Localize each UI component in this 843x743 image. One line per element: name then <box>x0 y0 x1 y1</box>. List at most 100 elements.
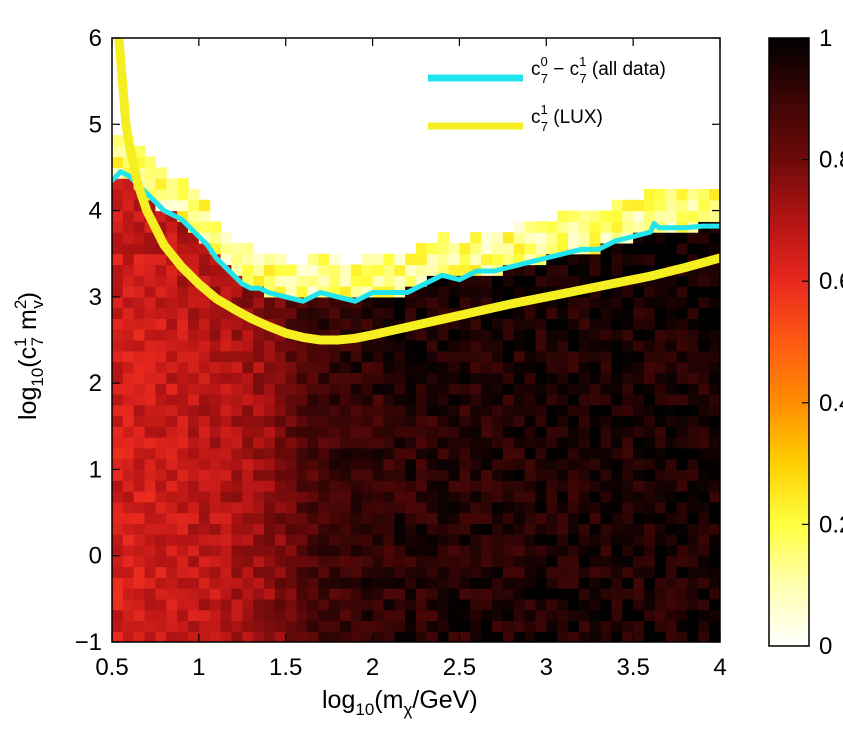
heatmap-cell <box>112 307 124 320</box>
heatmap-cell <box>264 631 276 642</box>
heatmap-cell <box>557 221 569 233</box>
heatmap-cell <box>557 383 569 395</box>
heatmap-cell <box>307 555 319 568</box>
heatmap-cell <box>166 631 178 642</box>
heatmap-cell <box>644 189 656 201</box>
heatmap-cell <box>492 447 504 460</box>
heatmap-cell <box>502 264 515 276</box>
heatmap-cell <box>155 329 167 341</box>
heatmap-cell <box>611 210 623 222</box>
heatmap-cell <box>220 307 233 320</box>
heatmap-cell <box>492 523 504 535</box>
heatmap-cell <box>188 426 200 438</box>
heatmap-cell <box>198 318 211 330</box>
heatmap-cell <box>600 469 613 481</box>
heatmap-cell <box>513 415 526 427</box>
heatmap-cell <box>155 555 167 568</box>
heatmap-cell <box>470 415 482 427</box>
heatmap-cell <box>318 566 330 578</box>
heatmap-cell <box>502 577 515 589</box>
heatmap-cell <box>242 469 254 481</box>
heatmap-cell <box>307 350 319 363</box>
heatmap-cell <box>122 577 135 589</box>
heatmap-cell <box>622 242 634 255</box>
heatmap-cell <box>361 609 374 622</box>
heatmap-cell <box>274 318 287 330</box>
heatmap-cell <box>676 307 689 320</box>
heatmap-cell <box>437 469 450 481</box>
heatmap-cell <box>394 361 406 373</box>
heatmap-cell <box>568 350 580 363</box>
heatmap-cell <box>535 501 547 514</box>
heatmap-cell <box>242 318 254 330</box>
heatmap-cell <box>459 361 471 373</box>
heatmap-cell <box>220 426 233 438</box>
heatmap-cell <box>589 296 602 309</box>
heatmap-cell <box>589 609 602 622</box>
heatmap-cell <box>405 491 417 503</box>
heatmap-cell <box>188 361 200 373</box>
heatmap-cell <box>644 598 656 611</box>
heatmap-cell <box>405 275 417 287</box>
heatmap-cell <box>329 393 341 406</box>
heatmap-cell <box>513 512 526 524</box>
heatmap-cell <box>340 372 352 384</box>
heatmap-cell <box>144 329 157 341</box>
y-tick-label: −1 <box>75 629 102 656</box>
heatmap-cell <box>253 393 265 406</box>
heatmap-cell <box>372 534 385 546</box>
heatmap-cell <box>264 577 276 589</box>
heatmap-cell <box>546 544 558 557</box>
heatmap-cell <box>231 469 243 481</box>
heatmap-cell <box>133 393 146 406</box>
heatmap-cell <box>253 447 265 460</box>
heatmap-cell <box>448 512 461 524</box>
heatmap-cell <box>654 609 667 622</box>
heatmap-cell <box>611 501 623 514</box>
heatmap-cell <box>122 329 135 341</box>
heatmap-cell <box>426 393 439 406</box>
heatmap-cell <box>209 555 222 568</box>
heatmap-cell <box>394 469 406 481</box>
heatmap-cell <box>481 566 493 578</box>
heatmap-cell <box>502 437 515 449</box>
heatmap-cell <box>307 296 319 309</box>
heatmap-cell <box>524 534 537 546</box>
heatmap-cell <box>220 393 233 406</box>
heatmap-cell <box>481 426 493 438</box>
heatmap-cell <box>513 350 526 363</box>
heatmap-cell <box>437 383 450 395</box>
heatmap-cell <box>188 469 200 481</box>
heatmap-cell <box>285 555 298 568</box>
heatmap-cell <box>166 620 178 632</box>
heatmap-cell <box>448 447 461 460</box>
heatmap-cell <box>416 437 428 449</box>
heatmap-cell <box>437 340 450 352</box>
colorbar-tick-label: 0.6 <box>819 268 843 295</box>
heatmap-cell <box>307 620 319 632</box>
heatmap-cell <box>698 555 710 568</box>
heatmap-cell <box>687 469 699 481</box>
heatmap-cell <box>416 609 428 622</box>
heatmap-cell <box>676 242 689 255</box>
heatmap-cell <box>513 437 526 449</box>
heatmap-cell <box>405 296 417 309</box>
heatmap-cell <box>155 340 167 352</box>
heatmap-cell <box>426 361 439 373</box>
heatmap-cell <box>709 415 720 427</box>
heatmap-cell <box>372 598 385 611</box>
heatmap-cell <box>665 598 678 611</box>
heatmap-cell <box>231 512 243 524</box>
heatmap-cell <box>361 469 374 481</box>
heatmap-cell <box>578 426 591 438</box>
heatmap-cell <box>144 307 157 320</box>
heatmap-cell <box>568 383 580 395</box>
heatmap-cell <box>405 426 417 438</box>
heatmap-cell <box>416 404 428 417</box>
heatmap-cell <box>437 404 450 417</box>
heatmap-cell <box>470 329 482 341</box>
heatmap-cell <box>654 210 667 222</box>
heatmap-cell <box>220 555 233 568</box>
heatmap-cell <box>144 415 157 427</box>
heatmap-cell <box>654 577 667 589</box>
